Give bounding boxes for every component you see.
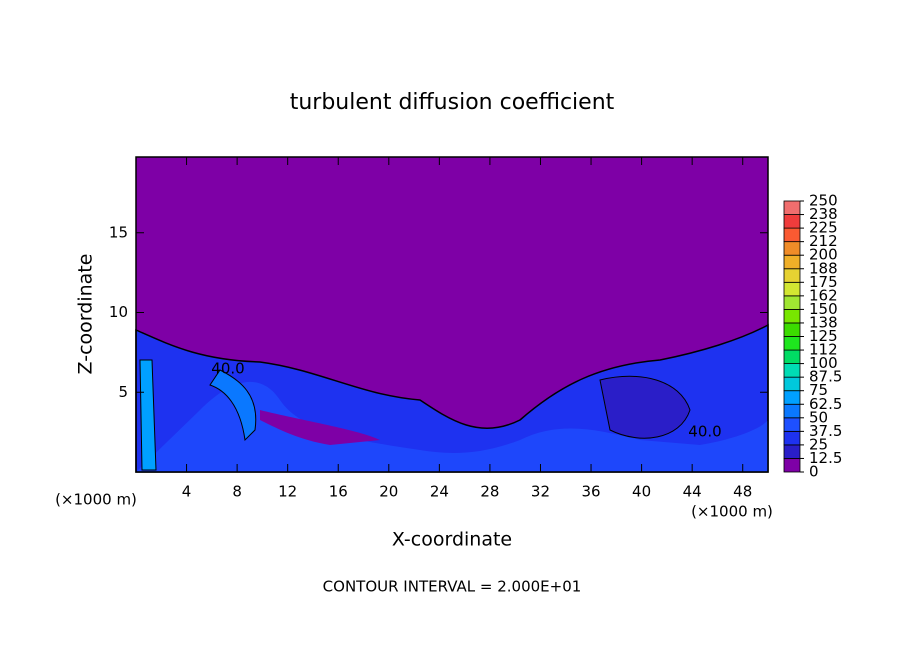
colorbar-box: [783, 200, 801, 215]
colorbar-box: [783, 295, 801, 310]
colorbar-label: 200: [809, 246, 838, 264]
colorbar-label: 112: [809, 341, 838, 359]
colorbar-box: [783, 268, 801, 283]
x-tick-label: 32: [531, 483, 550, 501]
x-tick-label: 40: [632, 483, 651, 501]
colorbar-label: 238: [809, 205, 838, 223]
colorbar-box: [783, 376, 801, 392]
plot-frame: [135, 156, 769, 473]
y-tick-label: 10: [109, 303, 128, 321]
x-tick-label: 8: [232, 483, 242, 501]
colorbar-box: [783, 349, 801, 364]
colorbar-box: [783, 227, 801, 243]
colorbar-label: 87.5: [809, 368, 842, 386]
colorbar-label: 162: [809, 286, 838, 304]
x-unit: (×1000 m): [691, 503, 773, 521]
y-tick-label: 5: [118, 383, 128, 401]
contour-label: 40.0: [688, 423, 721, 441]
colorbar-box: [783, 214, 801, 229]
x-tick-label: 4: [182, 483, 192, 501]
chart-title: turbulent diffusion coefficient: [290, 90, 615, 115]
colorbar-label: 212: [809, 232, 838, 250]
colorbar-box: [783, 458, 801, 473]
colorbar-label: 138: [809, 313, 838, 331]
colorbar-label: 225: [809, 219, 838, 237]
colorbar-label: 62.5: [809, 395, 842, 413]
colorbar-box: [783, 281, 801, 297]
x-tick-label: 44: [683, 483, 702, 501]
colorbar-label: 0: [809, 463, 819, 481]
colorbar-box: [783, 322, 801, 337]
field-shapes: [135, 323, 769, 473]
y-tick-label: 15: [109, 223, 128, 241]
colorbar-box: [783, 417, 801, 432]
contour-label: 40.0: [211, 360, 244, 378]
colorbar-box: [783, 390, 801, 405]
colorbar-box: [783, 403, 801, 419]
colorbar-label: 50: [809, 408, 828, 426]
colorbar-box: [783, 241, 801, 256]
colorbar-label: 250: [809, 192, 838, 210]
colorbar-label: 25: [809, 435, 828, 453]
colorbar-label: 37.5: [809, 422, 842, 440]
footer: CONTOUR INTERVAL = 2.000E+01: [323, 578, 582, 596]
x-tick-label: 24: [430, 483, 449, 501]
x-tick-label: 28: [480, 483, 499, 501]
x-tick-label: 16: [329, 483, 348, 501]
colorbar-label: 150: [809, 300, 838, 318]
x-tick-label: 20: [379, 483, 398, 501]
colorbar-label: 175: [809, 273, 838, 291]
colorbar-box: [783, 444, 801, 459]
colorbar-label: 12.5: [809, 449, 842, 467]
colorbar-box: [783, 336, 801, 351]
colorbar-label: 188: [809, 259, 838, 277]
x-tick-label: 48: [733, 483, 752, 501]
x-axis-label: X-coordinate: [392, 529, 512, 551]
colorbar-label: 125: [809, 327, 838, 345]
x-tick-label: 12: [278, 483, 297, 501]
colorbar-box: [783, 430, 801, 446]
x-unit: (×1000 m): [55, 491, 137, 509]
colorbar-label: 75: [809, 381, 828, 399]
colorbar-box: [783, 363, 801, 378]
y-axis-label: Z-coordinate: [75, 254, 97, 375]
colorbar-box: [783, 254, 801, 270]
colorbar-box: [783, 308, 801, 324]
colorbar-label: 100: [809, 354, 838, 372]
x-tick-label: 36: [581, 483, 600, 501]
